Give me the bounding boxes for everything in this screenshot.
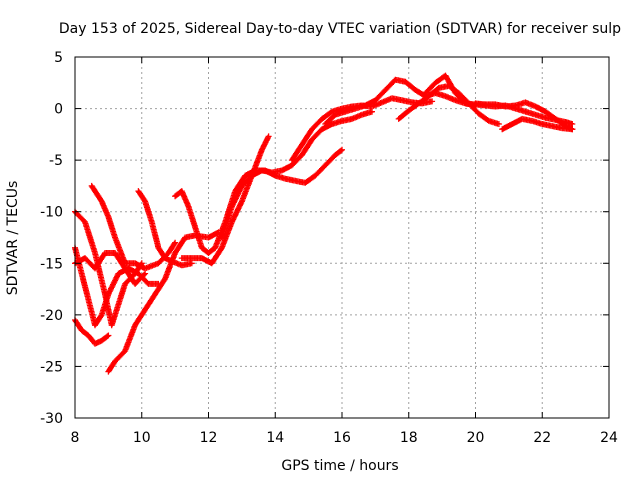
series-track-9 [178, 133, 272, 267]
series-track-13 [322, 76, 479, 127]
series-track-17 [499, 115, 576, 133]
y-axis-label: SDTVAR / TECUs [5, 181, 21, 296]
y-tick-label: -20 [40, 308, 63, 324]
y-axis: 5 0 -5 -10 -15 -20 -25 -30 [40, 50, 609, 427]
x-tick-label: 10 [133, 430, 151, 446]
x-tick-label: 8 [71, 430, 80, 446]
y-tick-label: -15 [40, 256, 63, 272]
y-tick-label: 5 [54, 50, 63, 66]
series-track-10 [212, 146, 345, 251]
data-point-markers [322, 76, 479, 127]
grid-lines [75, 57, 609, 418]
x-tick-label: 24 [600, 430, 618, 446]
y-tick-label: -30 [40, 411, 63, 427]
y-tick-label: -25 [40, 359, 63, 375]
data-point-markers [135, 188, 195, 269]
series-track-8 [172, 188, 219, 256]
x-tick-label: 14 [266, 430, 284, 446]
x-tick-label: 18 [400, 430, 418, 446]
x-tick-label: 22 [533, 430, 551, 446]
x-tick-label: 20 [467, 430, 485, 446]
y-tick-label: -10 [40, 205, 63, 221]
data-point-markers [218, 108, 375, 241]
data-point-markers [499, 115, 576, 133]
x-axis: 8 10 12 14 16 18 20 22 24 [71, 57, 618, 446]
series-track-16 [472, 99, 576, 133]
data-point-markers [472, 99, 576, 133]
series-track-7 [135, 188, 195, 269]
series-track-11 [218, 108, 375, 241]
chart-title: Day 153 of 2025, Sidereal Day-to-day VTE… [59, 21, 621, 37]
y-tick-label: 0 [54, 102, 63, 118]
x-tick-label: 16 [333, 430, 351, 446]
data-point-markers [178, 133, 272, 267]
data-point-markers [172, 188, 219, 256]
x-tick-label: 12 [200, 430, 218, 446]
x-axis-label: GPS time / hours [281, 458, 398, 474]
data-point-markers [212, 146, 345, 251]
y-tick-label: -5 [49, 153, 63, 169]
data-series [72, 72, 576, 375]
